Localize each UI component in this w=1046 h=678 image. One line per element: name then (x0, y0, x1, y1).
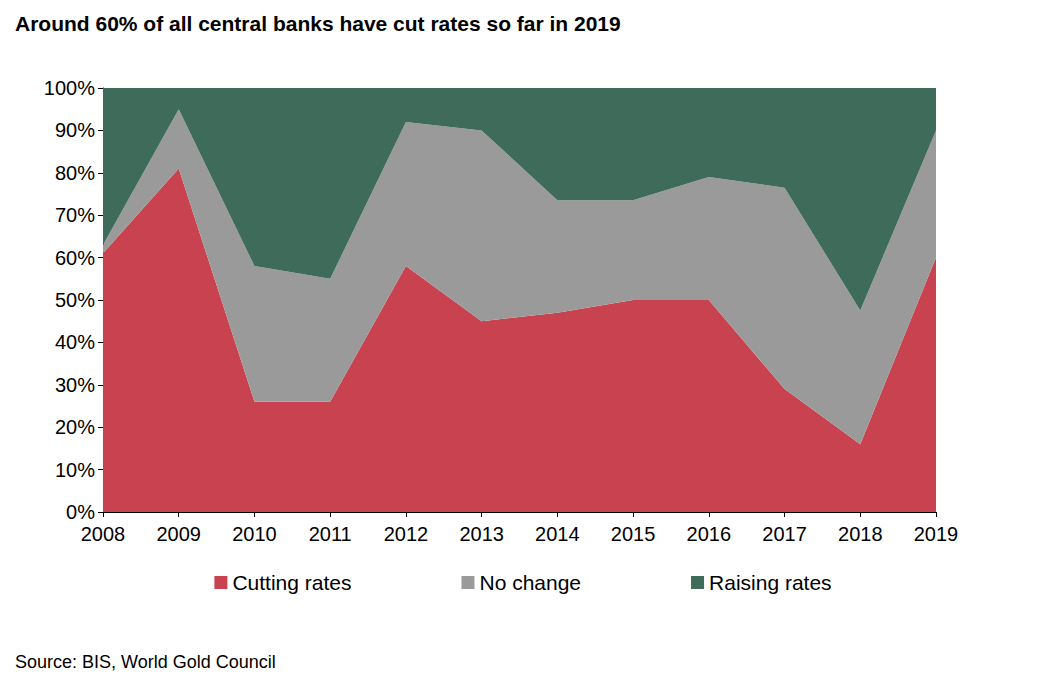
svg-text:80%: 80% (55, 162, 95, 184)
svg-text:2008: 2008 (81, 523, 126, 545)
svg-text:70%: 70% (55, 204, 95, 226)
svg-text:Source: BIS, World Gold Counci: Source: BIS, World Gold Council (15, 652, 276, 672)
svg-text:2011: 2011 (309, 523, 352, 545)
svg-text:No change: No change (479, 571, 581, 594)
svg-text:2018: 2018 (838, 523, 883, 545)
svg-text:100%: 100% (44, 77, 95, 99)
svg-text:Around 60% of all central bank: Around 60% of all central banks have cut… (15, 12, 621, 35)
svg-text:10%: 10% (55, 459, 95, 481)
svg-text:50%: 50% (55, 289, 95, 311)
svg-text:0%: 0% (66, 501, 95, 523)
svg-text:90%: 90% (55, 119, 95, 141)
svg-text:2016: 2016 (687, 523, 732, 545)
svg-text:40%: 40% (55, 331, 95, 353)
svg-text:60%: 60% (55, 247, 95, 269)
svg-text:30%: 30% (55, 374, 95, 396)
svg-text:2019: 2019 (914, 523, 959, 545)
svg-text:2012: 2012 (384, 523, 429, 545)
svg-text:2013: 2013 (459, 523, 504, 545)
svg-text:2015: 2015 (611, 523, 656, 545)
svg-text:Raising rates: Raising rates (709, 571, 832, 594)
svg-text:2009: 2009 (156, 523, 201, 545)
svg-text:Cutting rates: Cutting rates (232, 571, 351, 594)
svg-text:2014: 2014 (535, 523, 580, 545)
svg-text:2010: 2010 (232, 523, 277, 545)
svg-text:2017: 2017 (762, 523, 807, 545)
svg-text:20%: 20% (55, 416, 95, 438)
